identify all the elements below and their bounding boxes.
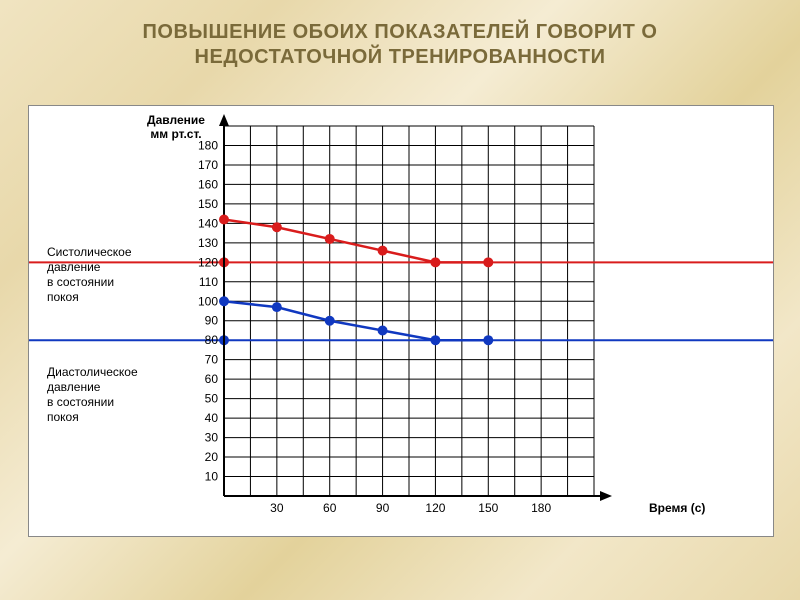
y-tick-label: 70 [205, 353, 219, 367]
x-tick-label: 180 [531, 501, 551, 515]
series-label: Систолическое [47, 245, 132, 259]
series-marker [430, 257, 440, 267]
y-tick-label: 80 [205, 333, 219, 347]
series-marker [378, 325, 388, 335]
series-marker [483, 335, 493, 345]
y-tick-label: 140 [198, 216, 218, 230]
y-tick-label: 10 [205, 470, 219, 484]
series-marker [430, 335, 440, 345]
series-marker [272, 222, 282, 232]
x-tick-label: 30 [270, 501, 284, 515]
y-tick-label: 170 [198, 158, 218, 172]
series-label: в состоянии [47, 275, 114, 289]
chart-container: 10 20 30 40 50 60 70 80 90 100 110 120 130 140 150 160 1… [28, 105, 774, 537]
series-label: давление [47, 380, 101, 394]
x-tick-label: 150 [478, 501, 498, 515]
y-tick-label: 40 [205, 411, 219, 425]
y-tick-label: 160 [198, 177, 218, 191]
y-tick-label: 130 [198, 236, 218, 250]
y-tick-label: 150 [198, 197, 218, 211]
series-label: давление [47, 260, 101, 274]
series-marker [219, 214, 229, 224]
x-tick-label: 60 [323, 501, 337, 515]
x-tick-label: 90 [376, 501, 390, 515]
series-label: Диастолическое [47, 365, 138, 379]
series-label: покоя [47, 290, 79, 304]
series-marker [325, 234, 335, 244]
y-tick-label: 120 [198, 255, 218, 269]
y-tick-label: 30 [205, 431, 219, 445]
series-marker [219, 296, 229, 306]
y-tick-label: 50 [205, 392, 219, 406]
x-tick-label: 120 [425, 501, 445, 515]
x-arrow-icon [600, 491, 612, 501]
y-arrow-icon [219, 114, 229, 126]
series-marker [272, 302, 282, 312]
page-title: ПОВЫШЕНИЕ ОБОИХ ПОКАЗАТЕЛЕЙ ГОВОРИТ О НЕ… [0, 20, 800, 70]
y-tick-label: 100 [198, 294, 218, 308]
series-marker [378, 246, 388, 256]
y-tick-label: 20 [205, 450, 219, 464]
y-axis-title: мм рт.ст. [150, 127, 201, 141]
y-tick-label: 110 [199, 275, 218, 289]
series-marker [325, 316, 335, 326]
series-marker [483, 257, 493, 267]
y-axis-title: Давление [147, 113, 205, 127]
pressure-chart: 10 20 30 40 50 60 70 80 90 100 110 120 130 140 150 160 1… [29, 106, 773, 536]
y-tick-label: 90 [205, 314, 219, 328]
series-label: покоя [47, 410, 79, 424]
y-tick-label: 60 [205, 372, 219, 386]
series-label: в состоянии [47, 395, 114, 409]
x-axis-title: Время (с) [649, 501, 705, 515]
